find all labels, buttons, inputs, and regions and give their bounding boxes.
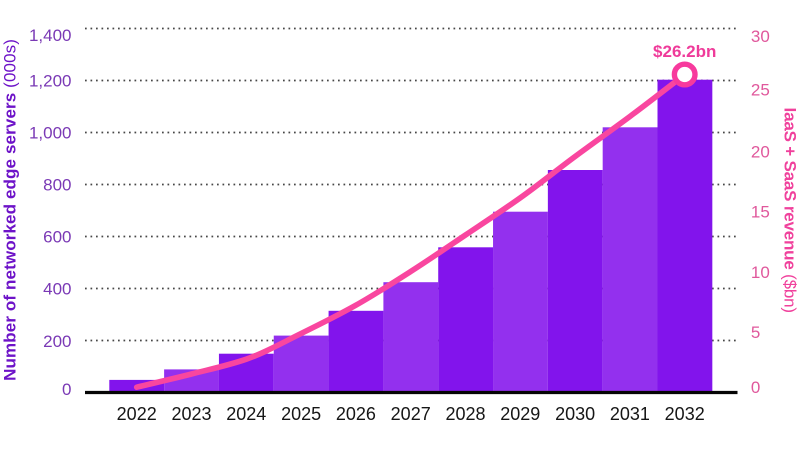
svg-text:2023: 2023: [171, 404, 211, 424]
svg-text:5: 5: [751, 323, 760, 342]
svg-text:IaaS + SaaS revenue ($bn): IaaS + SaaS revenue ($bn): [781, 108, 799, 313]
svg-text:2031: 2031: [610, 404, 650, 424]
svg-text:2027: 2027: [391, 404, 431, 424]
svg-text:0: 0: [751, 378, 760, 397]
svg-text:2024: 2024: [226, 404, 266, 424]
svg-text:2026: 2026: [336, 404, 376, 424]
svg-text:2025: 2025: [281, 404, 321, 424]
svg-text:800: 800: [43, 176, 71, 195]
svg-text:30: 30: [751, 27, 770, 46]
svg-text:$26.2bn: $26.2bn: [653, 42, 716, 61]
svg-text:0: 0: [62, 380, 71, 399]
svg-text:600: 600: [43, 228, 71, 247]
svg-text:15: 15: [751, 203, 770, 222]
svg-text:2022: 2022: [117, 404, 157, 424]
svg-text:2032: 2032: [665, 404, 705, 424]
svg-text:10: 10: [751, 263, 770, 282]
svg-text:1,400: 1,400: [29, 26, 72, 45]
svg-text:20: 20: [751, 142, 770, 161]
svg-text:400: 400: [43, 280, 71, 299]
svg-text:200: 200: [43, 332, 71, 351]
svg-text:25: 25: [751, 80, 770, 99]
svg-text:Number of networked edge serve: Number of networked edge servers (000s): [0, 39, 19, 381]
svg-text:1,200: 1,200: [29, 72, 72, 91]
svg-text:2028: 2028: [445, 404, 485, 424]
svg-text:2029: 2029: [500, 404, 540, 424]
svg-text:2030: 2030: [555, 404, 595, 424]
svg-text:1,000: 1,000: [29, 124, 72, 143]
